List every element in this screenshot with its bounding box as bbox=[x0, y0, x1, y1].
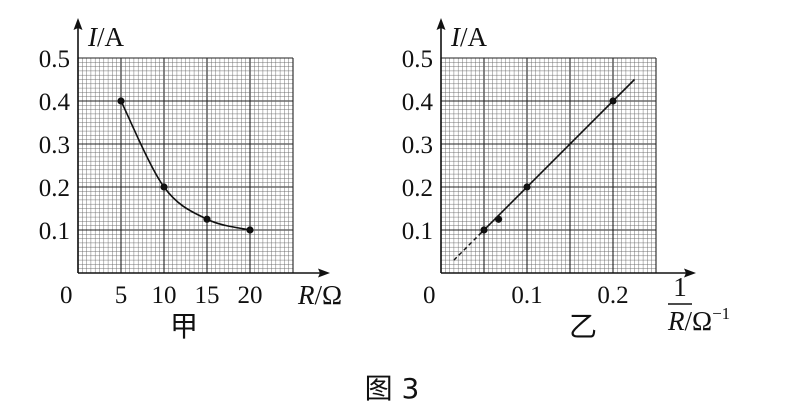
figure-caption: 图 3 bbox=[365, 372, 420, 405]
tick-labels-right: 0.1 0.2 0.3 0.4 0.5 0.1 0.2 bbox=[402, 46, 629, 309]
panel-label-yi: 乙 bbox=[569, 310, 597, 343]
data-point bbox=[495, 215, 503, 223]
x-axis-label-unit: /Ω bbox=[315, 280, 343, 310]
y-tick-label: 0.2 bbox=[39, 175, 70, 202]
origin-label-right: 0 bbox=[423, 282, 436, 309]
series-curve bbox=[120, 100, 251, 231]
y-axis-label-left: I/A bbox=[87, 22, 125, 52]
x-axis-arrow-left bbox=[318, 268, 330, 278]
origin-label-left: 0 bbox=[60, 282, 73, 309]
y-axis-label-var: I bbox=[87, 22, 99, 52]
grid-right bbox=[440, 57, 657, 274]
data-point bbox=[203, 215, 211, 223]
y-tick-label: 0.1 bbox=[402, 218, 433, 245]
y-axis-label-var: I bbox=[450, 22, 462, 52]
data-point bbox=[480, 226, 488, 234]
data-curve-left bbox=[120, 100, 251, 231]
x-axis-label-left: R/Ω bbox=[297, 280, 342, 310]
x-axis-label-var: R bbox=[297, 280, 315, 310]
y-tick-label: 0.4 bbox=[402, 89, 434, 116]
x-tick-label: 0.2 bbox=[597, 282, 628, 309]
fit-line-dashed bbox=[453, 233, 481, 261]
x-tick-label: 20 bbox=[238, 282, 263, 309]
x-tick-label: 15 bbox=[195, 282, 220, 309]
data-point bbox=[523, 183, 531, 191]
y-axis-arrow-right bbox=[436, 18, 446, 30]
y-axis-arrow-left bbox=[73, 18, 83, 30]
y-axis-label-right: I/A bbox=[450, 22, 488, 52]
x-tick-label: 5 bbox=[115, 282, 128, 309]
data-points-right bbox=[480, 97, 617, 234]
data-point bbox=[160, 183, 168, 191]
x-axis-label-exponent: −1 bbox=[712, 304, 730, 323]
panel-label-jia: 甲 bbox=[170, 310, 198, 343]
data-point bbox=[117, 97, 125, 105]
x-axis-arrow-right bbox=[684, 268, 696, 278]
y-tick-label: 0.2 bbox=[402, 175, 433, 202]
x-axis-label-numerator: 1 bbox=[673, 272, 687, 302]
chart-right-panel: 0.1 0.2 0.3 0.4 0.5 0.1 0.2 0 I/A 1 R/Ω−1 乙 bbox=[402, 18, 730, 343]
x-tick-label: 0.1 bbox=[511, 282, 542, 309]
x-axis-label-denominator: R/Ω−1 bbox=[667, 304, 730, 336]
y-tick-label: 0.5 bbox=[402, 46, 433, 73]
y-tick-label: 0.5 bbox=[39, 46, 70, 73]
y-axis-label-unit: /A bbox=[460, 22, 488, 52]
y-tick-label: 0.1 bbox=[39, 218, 70, 245]
x-tick-label: 10 bbox=[152, 282, 177, 309]
fit-line-right bbox=[453, 78, 636, 261]
y-tick-label: 0.3 bbox=[39, 132, 70, 159]
data-points-left bbox=[117, 97, 254, 234]
tick-labels-left: 0.1 0.2 0.3 0.4 0.5 5 10 15 20 bbox=[39, 46, 263, 309]
x-axis-label-right: 1 R/Ω−1 bbox=[667, 272, 730, 336]
data-point bbox=[246, 226, 254, 234]
x-axis-label-unit: /Ω bbox=[685, 306, 713, 336]
x-axis-label-var: R bbox=[667, 306, 685, 336]
grid-left bbox=[77, 57, 294, 274]
chart-left-panel: 0.1 0.2 0.3 0.4 0.5 5 10 15 20 0 I/A R/Ω 甲 bbox=[39, 18, 342, 343]
y-tick-label: 0.4 bbox=[39, 89, 71, 116]
data-point bbox=[609, 97, 617, 105]
y-axis-label-unit: /A bbox=[97, 22, 125, 52]
y-tick-label: 0.3 bbox=[402, 132, 433, 159]
fit-line-solid bbox=[479, 78, 636, 235]
